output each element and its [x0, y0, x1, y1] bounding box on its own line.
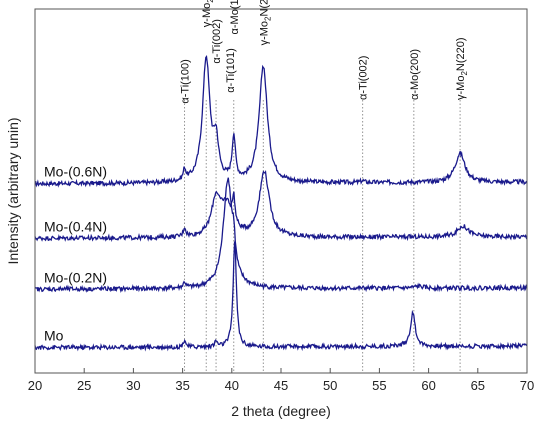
- peak-label: α-Ti(002): [358, 56, 370, 100]
- peak-label: α-Ti(002): [211, 19, 223, 63]
- peak-label: α-Mo(110): [229, 0, 241, 34]
- x-tick-label: 45: [274, 378, 288, 393]
- series-label: Mo-(0.4N): [44, 218, 107, 234]
- series-label: Mo-(0.2N): [44, 269, 107, 285]
- series-labels: Mo-(0.6N) Mo-(0.4N) Mo-(0.2N) Mo: [44, 164, 107, 344]
- series-line: [34, 241, 528, 352]
- y-axis-title: Intensity (arbitrary unin): [5, 117, 21, 264]
- x-tick-label: 35: [175, 378, 189, 393]
- x-tick-label: 65: [471, 378, 485, 393]
- x-tick-label: 55: [372, 378, 386, 393]
- peak-label: α-Ti(101): [225, 48, 237, 92]
- peak-label: α-Ti(100): [180, 59, 192, 103]
- x-tick-label: 40: [225, 378, 239, 393]
- series-label: Mo-(0.6N): [44, 164, 107, 180]
- x-tick-label: 70: [520, 378, 534, 393]
- x-tick-label: 30: [126, 378, 140, 393]
- series-line: [34, 54, 528, 188]
- x-tick-label: 50: [323, 378, 337, 393]
- peak-label: α-Mo(200): [409, 49, 421, 100]
- x-axis-title: 2 theta (degree): [231, 403, 331, 419]
- series-line: [34, 169, 528, 243]
- x-axis-ticks: 20 25 30 35 40 45 50 55 60 65 70: [28, 368, 534, 393]
- plot-frame: [34, 8, 528, 374]
- series-group: [34, 54, 528, 352]
- peak-labels: α-Ti(100)γ-Mo2N(111)α-Ti(002)α-Ti(101)α-…: [180, 0, 470, 104]
- x-tick-label: 20: [28, 378, 42, 393]
- x-tick-label: 25: [77, 378, 91, 393]
- series-label: Mo: [44, 328, 64, 344]
- x-tick-label: 60: [421, 378, 435, 393]
- peak-label: γ-Mo2N(200): [258, 0, 272, 45]
- series-line: [34, 177, 528, 294]
- peak-label: γ-Mo2N(220): [455, 37, 469, 100]
